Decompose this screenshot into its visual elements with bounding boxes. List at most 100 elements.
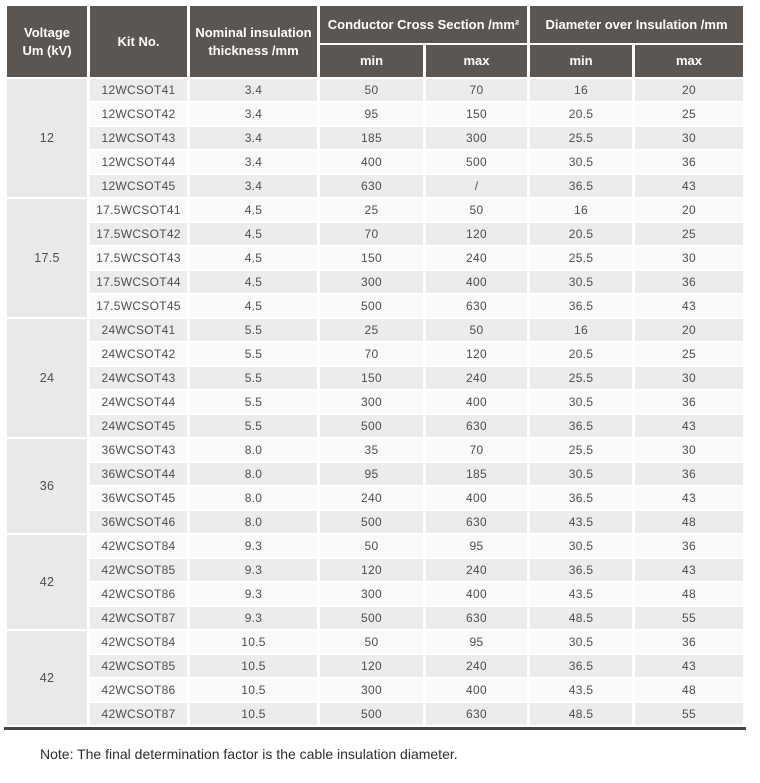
table-row: 17.5WCSOT45 4.5 500 630 36.5 43 [7, 295, 744, 317]
conductor-min-cell: 50 [320, 535, 423, 557]
diameter-min-cell: 16 [530, 199, 633, 221]
thickness-cell: 8.0 [190, 511, 317, 533]
conductor-min-cell: 95 [320, 103, 423, 125]
diameter-min-cell: 16 [530, 319, 633, 341]
thickness-cell: 9.3 [190, 607, 317, 629]
diameter-max-cell: 36 [635, 391, 744, 413]
header-doi-min: min [530, 45, 633, 77]
diameter-max-cell: 20 [635, 79, 744, 101]
conductor-max-cell: 400 [426, 391, 528, 413]
conductor-min-cell: 70 [320, 343, 423, 365]
thickness-cell: 4.5 [190, 199, 317, 221]
conductor-max-cell: 70 [426, 439, 528, 461]
conductor-min-cell: 50 [320, 631, 423, 653]
kit-selection-table: Voltage Um (kV) Kit No. Nominal insulati… [4, 4, 746, 727]
conductor-max-cell: 240 [426, 247, 528, 269]
kit-no-cell: 42WCSOT84 [90, 631, 187, 653]
diameter-max-cell: 36 [635, 631, 744, 653]
conductor-min-cell: 300 [320, 583, 423, 605]
conductor-max-cell: 630 [426, 415, 528, 437]
kit-no-cell: 24WCSOT44 [90, 391, 187, 413]
conductor-max-cell: 150 [426, 103, 528, 125]
diameter-max-cell: 20 [635, 319, 744, 341]
table-row: 42WCSOT85 10.5 120 240 36.5 43 [7, 655, 744, 677]
thickness-cell: 3.4 [190, 103, 317, 125]
diameter-min-cell: 36.5 [530, 415, 633, 437]
diameter-min-cell: 43.5 [530, 583, 633, 605]
diameter-max-cell: 55 [635, 607, 744, 629]
diameter-max-cell: 30 [635, 127, 744, 149]
conductor-min-cell: 500 [320, 607, 423, 629]
thickness-cell: 9.3 [190, 583, 317, 605]
diameter-min-cell: 30.5 [530, 271, 633, 293]
table-row: 17.5WCSOT42 4.5 70 120 20.5 25 [7, 223, 744, 245]
kit-no-cell: 36WCSOT45 [90, 487, 187, 509]
table-row: 17.5 17.5WCSOT41 4.5 25 50 16 20 [7, 199, 744, 317]
diameter-max-cell: 43 [635, 487, 744, 509]
kit-no-cell: 36WCSOT44 [90, 463, 187, 485]
thickness-cell: 10.5 [190, 703, 317, 725]
voltage-group-cell: 42 [7, 535, 87, 629]
diameter-min-cell: 36.5 [530, 175, 633, 197]
diameter-max-cell: 20 [635, 199, 744, 221]
diameter-min-cell: 36.5 [530, 295, 633, 317]
diameter-min-cell: 30.5 [530, 391, 633, 413]
diameter-max-cell: 30 [635, 247, 744, 269]
diameter-max-cell: 30 [635, 439, 744, 461]
kit-no-cell: 12WCSOT45 [90, 175, 187, 197]
table-row: 24WCSOT45 5.5 500 630 36.5 43 [7, 415, 744, 437]
diameter-min-cell: 43.5 [530, 679, 633, 701]
kit-no-cell: 42WCSOT85 [90, 655, 187, 677]
table-body: 12 12WCSOT41 3.4 50 70 16 20 12WCSOT42 3.4 95 150 2… [7, 79, 744, 725]
conductor-max-cell: 240 [426, 367, 528, 389]
diameter-min-cell: 30.5 [530, 463, 633, 485]
table-header: Voltage Um (kV) Kit No. Nominal insulati… [7, 6, 744, 77]
diameter-max-cell: 48 [635, 511, 744, 533]
diameter-min-cell: 25.5 [530, 127, 633, 149]
kit-no-cell: 17.5WCSOT45 [90, 295, 187, 317]
kit-no-cell: 42WCSOT86 [90, 679, 187, 701]
diameter-min-cell: 20.5 [530, 343, 633, 365]
conductor-min-cell: 120 [320, 655, 423, 677]
conductor-max-cell: 240 [426, 655, 528, 677]
diameter-min-cell: 30.5 [530, 151, 633, 173]
voltage-group-cell: 24 [7, 319, 87, 437]
diameter-min-cell: 25.5 [530, 439, 633, 461]
conductor-min-cell: 630 [320, 175, 423, 197]
voltage-group-cell: 42 [7, 631, 87, 725]
conductor-max-cell: 630 [426, 511, 528, 533]
header-ccs-min: min [320, 45, 423, 77]
header-row-minmax: min max min max [7, 45, 744, 77]
diameter-min-cell: 36.5 [530, 559, 633, 581]
table-row: 12WCSOT44 3.4 400 500 30.5 36 [7, 151, 744, 173]
kit-no-cell: 42WCSOT86 [90, 583, 187, 605]
kit-no-cell: 42WCSOT87 [90, 703, 187, 725]
thickness-cell: 5.5 [190, 343, 317, 365]
table-row: 42WCSOT86 10.5 300 400 43.5 48 [7, 679, 744, 701]
table-row: 42 42WCSOT84 9.3 50 95 30.5 36 [7, 535, 744, 629]
diameter-max-cell: 43 [635, 415, 744, 437]
conductor-max-cell: 120 [426, 343, 528, 365]
conductor-min-cell: 185 [320, 127, 423, 149]
conductor-max-cell: 70 [426, 79, 528, 101]
conductor-min-cell: 400 [320, 151, 423, 173]
voltage-group-cell: 12 [7, 79, 87, 197]
table-row: 12 12WCSOT41 3.4 50 70 16 20 [7, 79, 744, 197]
table-row: 36WCSOT45 8.0 240 400 36.5 43 [7, 487, 744, 509]
diameter-max-cell: 43 [635, 559, 744, 581]
kit-no-cell: 42WCSOT84 [90, 535, 187, 557]
thickness-cell: 8.0 [190, 487, 317, 509]
diameter-max-cell: 36 [635, 535, 744, 557]
table-row: 36WCSOT44 8.0 95 185 30.5 36 [7, 463, 744, 485]
kit-no-cell: 12WCSOT42 [90, 103, 187, 125]
table-row: 12WCSOT42 3.4 95 150 20.5 25 [7, 103, 744, 125]
diameter-min-cell: 36.5 [530, 487, 633, 509]
table-row: 12WCSOT45 3.4 630/36.5 43 [7, 175, 744, 197]
conductor-max-cell: 50 [426, 199, 528, 221]
kit-no-cell: 12WCSOT41 [90, 79, 187, 101]
table-row: 36 36WCSOT43 8.0 35 70 25.5 30 [7, 439, 744, 533]
conductor-min-cell: 50 [320, 79, 423, 101]
thickness-cell: 5.5 [190, 367, 317, 389]
kit-no-cell: 17.5WCSOT44 [90, 271, 187, 293]
diameter-min-cell: 25.5 [530, 247, 633, 269]
